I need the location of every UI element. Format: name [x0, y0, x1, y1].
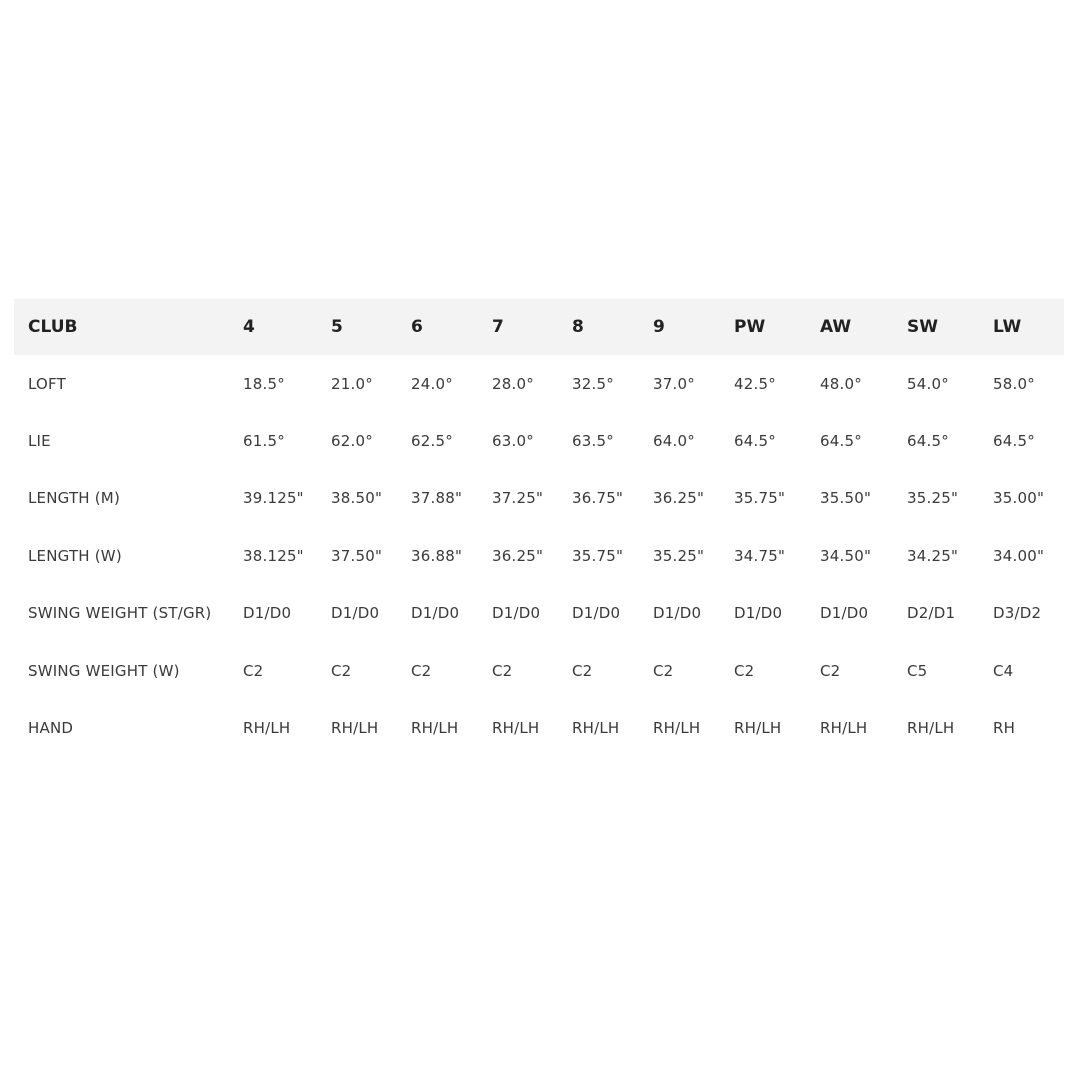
table-row: SWING WEIGHT (W) C2 C2 C2 C2 C2 C2 C2 C2 C5 C4: [14, 642, 1064, 699]
table-cell: 63.5°: [572, 432, 614, 451]
table-cell: C2: [734, 661, 755, 680]
table-cell: 61.5°: [243, 432, 285, 451]
table-cell: 21.0°: [331, 374, 373, 393]
table-cell: 18.5°: [243, 374, 285, 393]
table-cell: 63.0°: [492, 432, 534, 451]
table-cell: 42.5°: [734, 374, 776, 393]
table-cell: C2: [572, 661, 593, 680]
table-cell: RH/LH: [734, 719, 782, 738]
table-cell: 24.0°: [411, 374, 453, 393]
table-cell: RH/LH: [411, 719, 459, 738]
table-cell: 36.25": [492, 546, 544, 565]
table-cell: 58.0°: [993, 374, 1035, 393]
table-cell: 34.25": [907, 546, 959, 565]
row-label: HAND: [28, 719, 74, 738]
table-cell: 36.75": [572, 489, 624, 508]
table-cell: 62.5°: [411, 432, 453, 451]
table-cell: 64.5°: [907, 432, 949, 451]
table-cell: D2/D1: [907, 604, 956, 623]
table-cell: 38.50": [331, 489, 383, 508]
table-cell: 35.50": [820, 489, 872, 508]
header-club-lw: LW: [993, 317, 1022, 337]
table-cell: D1/D0: [331, 604, 380, 623]
table-cell: 64.5°: [820, 432, 862, 451]
header-club-6: 6: [411, 317, 423, 337]
header-club-5: 5: [331, 317, 343, 337]
header-club-4: 4: [243, 317, 255, 337]
table-cell: 34.50": [820, 546, 872, 565]
table-cell: RH: [993, 719, 1016, 738]
table-cell: 37.88": [411, 489, 463, 508]
table-row: LIE 61.5° 62.0° 62.5° 63.0° 63.5° 64.0° 64.5° 64…: [14, 412, 1064, 469]
header-club-sw: SW: [907, 317, 938, 337]
table-cell: D1/D0: [653, 604, 702, 623]
row-label: LENGTH (M): [28, 489, 120, 508]
table-cell: C2: [492, 661, 513, 680]
table-cell: 39.125": [243, 489, 304, 508]
table-cell: 35.25": [907, 489, 959, 508]
table-cell: 28.0°: [492, 374, 534, 393]
table-cell: 64.0°: [653, 432, 695, 451]
table-cell: D1/D0: [734, 604, 783, 623]
table-cell: C2: [411, 661, 432, 680]
table-cell: RH/LH: [331, 719, 379, 738]
table-cell: RH/LH: [907, 719, 955, 738]
table-cell: 36.25": [653, 489, 705, 508]
club-specs-table: CLUB 4 5 6 7 8 9 PW AW SW LW LOFT 18.5° 21.0° 24.0° 28…: [14, 299, 1064, 757]
table-cell: 37.25": [492, 489, 544, 508]
table-cell: RH/LH: [492, 719, 540, 738]
table-cell: C2: [243, 661, 264, 680]
table-cell: 64.5°: [734, 432, 776, 451]
table-cell: RH/LH: [243, 719, 291, 738]
header-club-aw: AW: [820, 317, 852, 337]
table-row: HAND RH/LH RH/LH RH/LH RH/LH RH/LH RH/LH RH/LH R…: [14, 699, 1064, 756]
table-cell: C2: [820, 661, 841, 680]
table-cell: D1/D0: [411, 604, 460, 623]
table-cell: 64.5°: [993, 432, 1035, 451]
table-cell: 62.0°: [331, 432, 373, 451]
table-cell: 54.0°: [907, 374, 949, 393]
table-cell: 35.75": [572, 546, 624, 565]
header-club-9: 9: [653, 317, 665, 337]
table-row: LENGTH (W) 38.125" 37.50" 36.88" 36.25" 35.75…: [14, 527, 1064, 584]
row-label: SWING WEIGHT (ST/GR): [28, 604, 212, 623]
table-cell: 48.0°: [820, 374, 862, 393]
table-cell: 35.25": [653, 546, 705, 565]
table-row: LENGTH (M) 39.125" 38.50" 37.88" 37.25" 36.75…: [14, 470, 1064, 527]
table-cell: D3/D2: [993, 604, 1042, 623]
table-row: LOFT 18.5° 21.0° 24.0° 28.0° 32.5° 37.0° 42.5° 4…: [14, 355, 1064, 412]
table-cell: 32.5°: [572, 374, 614, 393]
table-cell: 36.88": [411, 546, 463, 565]
table-cell: 37.50": [331, 546, 383, 565]
table-cell: C2: [653, 661, 674, 680]
table-cell: C5: [907, 661, 928, 680]
row-label: LIE: [28, 432, 51, 451]
table-cell: RH/LH: [653, 719, 701, 738]
table-cell: D1/D0: [572, 604, 621, 623]
table-cell: 37.0°: [653, 374, 695, 393]
table-cell: C4: [993, 661, 1014, 680]
table-cell: D1/D0: [820, 604, 869, 623]
table-cell: RH/LH: [572, 719, 620, 738]
row-label: LENGTH (W): [28, 546, 122, 565]
row-label: SWING WEIGHT (W): [28, 661, 180, 680]
table-cell: 35.75": [734, 489, 786, 508]
table-cell: D1/D0: [492, 604, 541, 623]
table-cell: 38.125": [243, 546, 304, 565]
table-cell: 35.00": [993, 489, 1045, 508]
table-cell: 34.00": [993, 546, 1045, 565]
header-club: CLUB: [28, 317, 78, 337]
header-club-8: 8: [572, 317, 584, 337]
table-cell: 34.75": [734, 546, 786, 565]
row-label: LOFT: [28, 374, 66, 393]
table-cell: D1/D0: [243, 604, 292, 623]
header-row: CLUB 4 5 6 7 8 9 PW AW SW LW: [14, 299, 1064, 355]
header-club-7: 7: [492, 317, 504, 337]
table-cell: C2: [331, 661, 352, 680]
table-row: SWING WEIGHT (ST/GR) D1/D0 D1/D0 D1/D0 D1/D0…: [14, 585, 1064, 642]
table-cell: RH/LH: [820, 719, 868, 738]
header-club-pw: PW: [734, 317, 766, 337]
